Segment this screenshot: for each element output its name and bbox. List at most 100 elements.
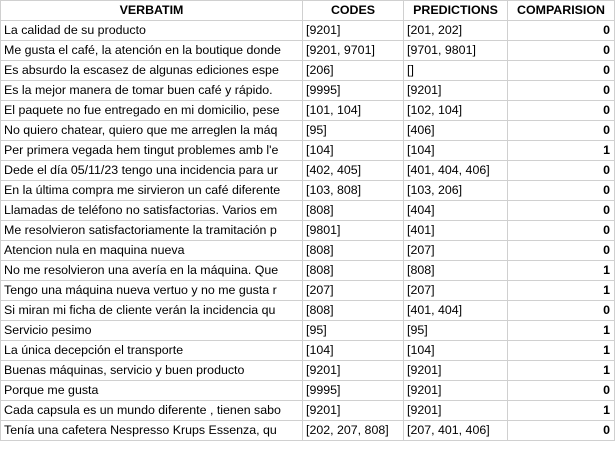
table-row: No quiero chatear, quiero que me arregle… bbox=[0, 120, 615, 141]
table-row: Tengo una máquina nueva vertuo y no me g… bbox=[0, 280, 615, 301]
cell-predictions[interactable]: [401] bbox=[403, 220, 508, 241]
cell-comparision[interactable]: 1 bbox=[507, 140, 615, 161]
table-row: Llamadas de teléfono no satisfactorias. … bbox=[0, 200, 615, 221]
cell-predictions[interactable]: [9201] bbox=[403, 360, 508, 381]
table-row: Buenas máquinas, servicio y buen product… bbox=[0, 360, 615, 381]
cell-comparision[interactable]: 0 bbox=[507, 120, 615, 141]
table-row: Porque me gusta [9995] [9201] 0 bbox=[0, 380, 615, 401]
table-row: Es la mejor manera de tomar buen café y … bbox=[0, 80, 615, 101]
cell-verbatim[interactable]: La única decepción el transporte bbox=[0, 340, 303, 361]
cell-codes[interactable]: [202, 207, 808] bbox=[302, 420, 404, 441]
cell-verbatim[interactable]: Dede el día 05/11/23 tengo una incidenci… bbox=[0, 160, 303, 181]
table-row: Es absurdo la escasez de algunas edicion… bbox=[0, 60, 615, 81]
spreadsheet-table: VERBATIM CODES PREDICTIONS COMPARISION L… bbox=[0, 0, 615, 441]
cell-predictions[interactable]: [406] bbox=[403, 120, 508, 141]
cell-comparision[interactable]: 1 bbox=[507, 280, 615, 301]
cell-comparision[interactable]: 0 bbox=[507, 160, 615, 181]
cell-codes[interactable]: [104] bbox=[302, 140, 404, 161]
cell-predictions[interactable]: [] bbox=[403, 60, 508, 81]
cell-codes[interactable]: [104] bbox=[302, 340, 404, 361]
cell-predictions[interactable]: [9201] bbox=[403, 80, 508, 101]
cell-comparision[interactable]: 0 bbox=[507, 240, 615, 261]
table-row: Per primera vegada hem tingut problemes … bbox=[0, 140, 615, 161]
cell-comparision[interactable]: 0 bbox=[507, 220, 615, 241]
cell-verbatim[interactable]: Tengo una máquina nueva vertuo y no me g… bbox=[0, 280, 303, 301]
cell-verbatim[interactable]: Buenas máquinas, servicio y buen product… bbox=[0, 360, 303, 381]
cell-verbatim[interactable]: Es la mejor manera de tomar buen café y … bbox=[0, 80, 303, 101]
cell-codes[interactable]: [9201, 9701] bbox=[302, 40, 404, 61]
cell-predictions[interactable]: [401, 404] bbox=[403, 300, 508, 321]
table-row: No me resolvieron una avería en la máqui… bbox=[0, 260, 615, 281]
cell-predictions[interactable]: [207] bbox=[403, 280, 508, 301]
cell-predictions[interactable]: [401, 404, 406] bbox=[403, 160, 508, 181]
cell-verbatim[interactable]: Es absurdo la escasez de algunas edicion… bbox=[0, 60, 303, 81]
cell-predictions[interactable]: [207, 401, 406] bbox=[403, 420, 508, 441]
cell-verbatim[interactable]: Me gusta el café, la atención en la bout… bbox=[0, 40, 303, 61]
cell-codes[interactable]: [808] bbox=[302, 300, 404, 321]
cell-codes[interactable]: [9995] bbox=[302, 80, 404, 101]
header-predictions[interactable]: PREDICTIONS bbox=[403, 0, 508, 21]
cell-comparision[interactable]: 0 bbox=[507, 20, 615, 41]
cell-predictions[interactable]: [207] bbox=[403, 240, 508, 261]
cell-comparision[interactable]: 0 bbox=[507, 420, 615, 441]
cell-predictions[interactable]: [104] bbox=[403, 140, 508, 161]
cell-verbatim[interactable]: Llamadas de teléfono no satisfactorias. … bbox=[0, 200, 303, 221]
cell-comparision[interactable]: 0 bbox=[507, 80, 615, 101]
cell-comparision[interactable]: 1 bbox=[507, 340, 615, 361]
cell-codes[interactable]: [207] bbox=[302, 280, 404, 301]
cell-comparision[interactable]: 0 bbox=[507, 60, 615, 81]
cell-predictions[interactable]: [95] bbox=[403, 320, 508, 341]
table-row: El paquete no fue entregado en mi domici… bbox=[0, 100, 615, 121]
cell-codes[interactable]: [808] bbox=[302, 260, 404, 281]
cell-codes[interactable]: [402, 405] bbox=[302, 160, 404, 181]
cell-codes[interactable]: [808] bbox=[302, 240, 404, 261]
cell-predictions[interactable]: [104] bbox=[403, 340, 508, 361]
header-codes[interactable]: CODES bbox=[302, 0, 404, 21]
cell-predictions[interactable]: [9701, 9801] bbox=[403, 40, 508, 61]
cell-verbatim[interactable]: En la última compra me sirvieron un café… bbox=[0, 180, 303, 201]
cell-predictions[interactable]: [201, 202] bbox=[403, 20, 508, 41]
cell-codes[interactable]: [9201] bbox=[302, 400, 404, 421]
cell-codes[interactable]: [95] bbox=[302, 320, 404, 341]
cell-comparision[interactable]: 1 bbox=[507, 360, 615, 381]
cell-comparision[interactable]: 0 bbox=[507, 200, 615, 221]
cell-verbatim[interactable]: Cada capsula es un mundo diferente , tie… bbox=[0, 400, 303, 421]
cell-codes[interactable]: [9201] bbox=[302, 20, 404, 41]
cell-comparision[interactable]: 0 bbox=[507, 180, 615, 201]
cell-codes[interactable]: [95] bbox=[302, 120, 404, 141]
cell-codes[interactable]: [206] bbox=[302, 60, 404, 81]
cell-verbatim[interactable]: Per primera vegada hem tingut problemes … bbox=[0, 140, 303, 161]
cell-verbatim[interactable]: Atencion nula en maquina nueva bbox=[0, 240, 303, 261]
cell-comparision[interactable]: 0 bbox=[507, 100, 615, 121]
cell-verbatim[interactable]: Servicio pesimo bbox=[0, 320, 303, 341]
cell-verbatim[interactable]: Me resolvieron satisfactoriamente la tra… bbox=[0, 220, 303, 241]
cell-verbatim[interactable]: Porque me gusta bbox=[0, 380, 303, 401]
cell-verbatim[interactable]: No quiero chatear, quiero que me arregle… bbox=[0, 120, 303, 141]
cell-codes[interactable]: [9801] bbox=[302, 220, 404, 241]
header-comparision[interactable]: COMPARISION bbox=[507, 0, 615, 21]
cell-comparision[interactable]: 1 bbox=[507, 400, 615, 421]
cell-codes[interactable]: [101, 104] bbox=[302, 100, 404, 121]
header-verbatim[interactable]: VERBATIM bbox=[0, 0, 303, 21]
cell-verbatim[interactable]: El paquete no fue entregado en mi domici… bbox=[0, 100, 303, 121]
cell-verbatim[interactable]: La calidad de su producto bbox=[0, 20, 303, 41]
cell-predictions[interactable]: [9201] bbox=[403, 400, 508, 421]
cell-predictions[interactable]: [9201] bbox=[403, 380, 508, 401]
cell-comparision[interactable]: 0 bbox=[507, 380, 615, 401]
cell-comparision[interactable]: 1 bbox=[507, 320, 615, 341]
cell-codes[interactable]: [9995] bbox=[302, 380, 404, 401]
cell-comparision[interactable]: 0 bbox=[507, 300, 615, 321]
cell-codes[interactable]: [9201] bbox=[302, 360, 404, 381]
table-row: Cada capsula es un mundo diferente , tie… bbox=[0, 400, 615, 421]
cell-comparision[interactable]: 0 bbox=[507, 40, 615, 61]
cell-verbatim[interactable]: No me resolvieron una avería en la máqui… bbox=[0, 260, 303, 281]
cell-verbatim[interactable]: Si miran mi ficha de cliente verán la in… bbox=[0, 300, 303, 321]
cell-comparision[interactable]: 1 bbox=[507, 260, 615, 281]
cell-verbatim[interactable]: Tenía una cafetera Nespresso Krups Essen… bbox=[0, 420, 303, 441]
cell-predictions[interactable]: [102, 104] bbox=[403, 100, 508, 121]
cell-predictions[interactable]: [808] bbox=[403, 260, 508, 281]
cell-codes[interactable]: [103, 808] bbox=[302, 180, 404, 201]
cell-predictions[interactable]: [103, 206] bbox=[403, 180, 508, 201]
cell-codes[interactable]: [808] bbox=[302, 200, 404, 221]
cell-predictions[interactable]: [404] bbox=[403, 200, 508, 221]
